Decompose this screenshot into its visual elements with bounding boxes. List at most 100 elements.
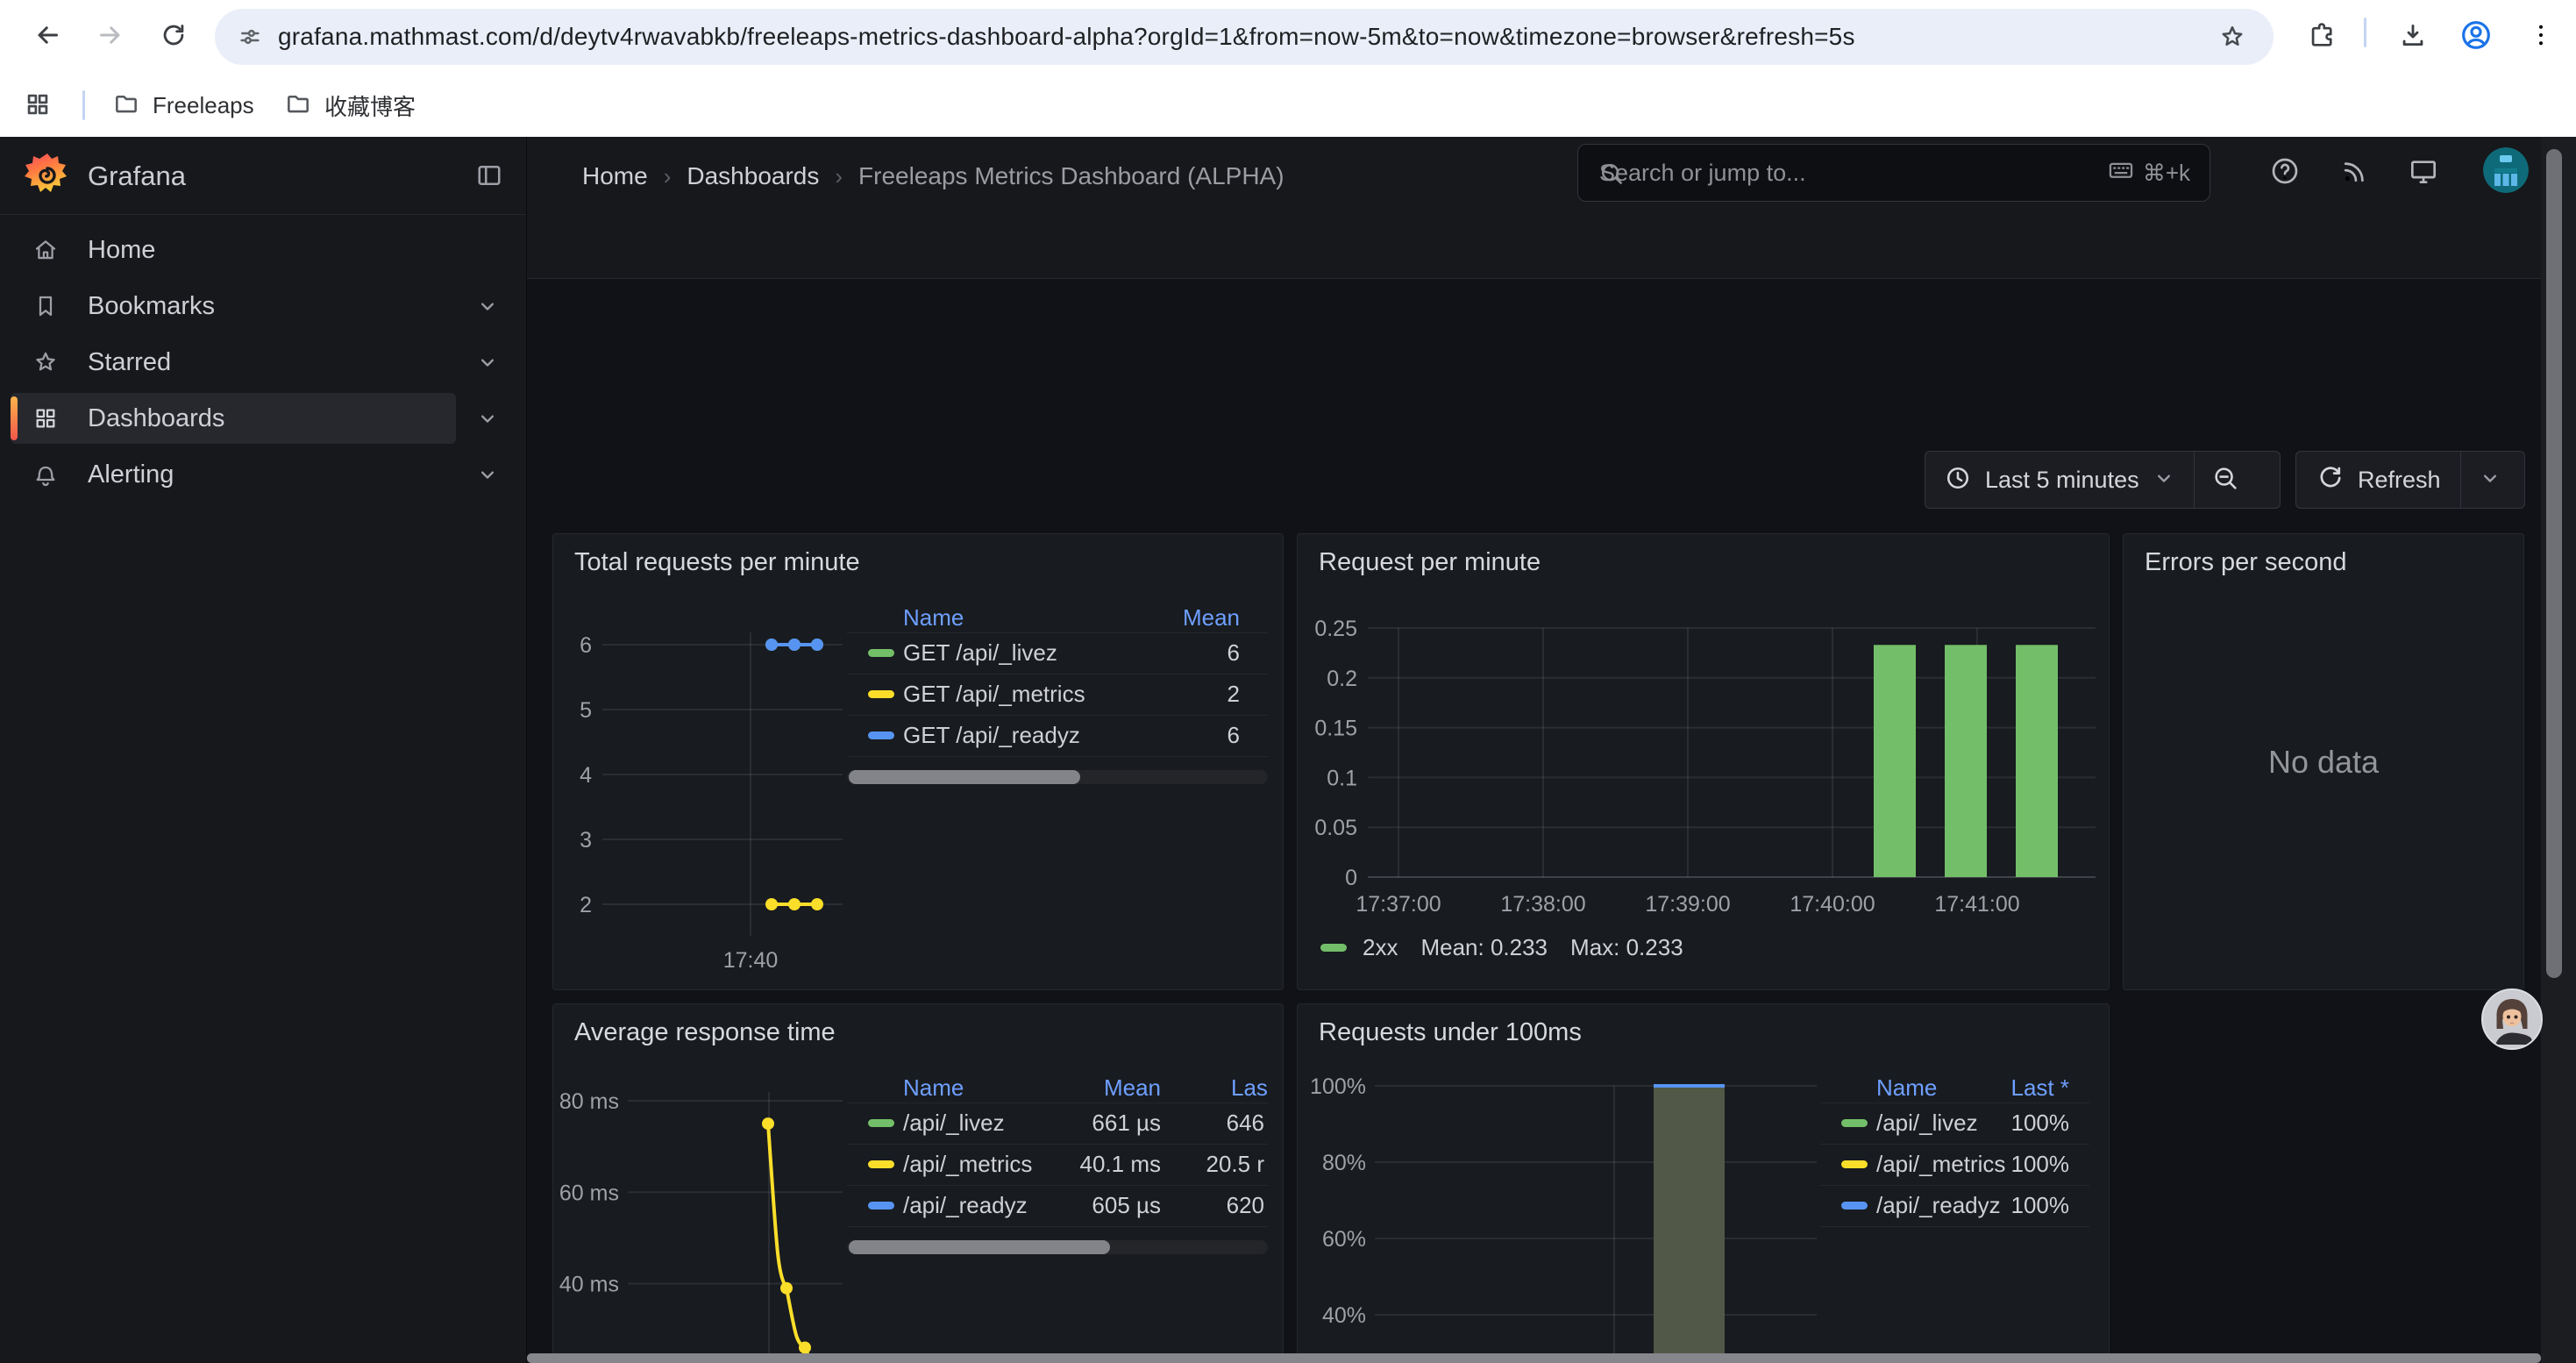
legend-col-header[interactable]: Last * <box>2011 1074 2070 1102</box>
legend-scrollbar-thumb[interactable] <box>849 770 1080 784</box>
legend-series-swatch[interactable] <box>868 1202 894 1210</box>
profile-icon <box>2459 18 2494 57</box>
vertical-scrollbar-thumb[interactable] <box>2546 149 2562 978</box>
bar-under-100ms[interactable] <box>1654 1086 1725 1363</box>
browser-menu-button[interactable] <box>2518 14 2564 60</box>
back-button[interactable] <box>25 14 70 60</box>
legend-series-swatch[interactable] <box>868 1160 894 1168</box>
legend-series-swatch[interactable] <box>868 690 894 698</box>
legend-series-name[interactable]: GET /api/_livez <box>903 639 1057 667</box>
svg-text:17:40: 17:40 <box>723 948 779 973</box>
breadcrumb-separator: › <box>664 163 672 190</box>
legend-series-name[interactable]: 2xx <box>1363 934 1398 961</box>
legend-series-swatch <box>1320 944 1347 952</box>
legend-series-name[interactable]: /api/_livez <box>1876 1110 1978 1137</box>
help-button[interactable] <box>2265 153 2305 193</box>
svg-text:80 ms: 80 ms <box>559 1089 619 1114</box>
refresh-interval-button[interactable] <box>2461 452 2519 508</box>
legend-series-swatch[interactable] <box>868 649 894 657</box>
svg-text:17:39:00: 17:39:00 <box>1645 892 1730 917</box>
zoom-out-button[interactable] <box>2195 452 2256 508</box>
kiosk-button[interactable] <box>2403 153 2444 193</box>
sidebar: Grafana HomeBookmarksStarredDashboardsAl… <box>0 137 527 1363</box>
legend-scrollbar-thumb[interactable] <box>849 1240 1110 1254</box>
legend-series-value: 2 <box>1228 681 1240 708</box>
legend-series-name[interactable]: /api/_metrics <box>1876 1151 2005 1178</box>
series-2[interactable] <box>765 639 823 651</box>
legend-series-name[interactable]: /api/_livez <box>903 1110 1005 1137</box>
sidebar-item-home[interactable]: Home <box>0 225 526 275</box>
svg-text:40 ms: 40 ms <box>559 1273 619 1297</box>
svg-text:0.1: 0.1 <box>1327 766 1357 790</box>
bookmark-star-icon[interactable] <box>2217 22 2247 56</box>
panel-errors-per-second: Errors per second No data <box>2123 533 2524 990</box>
news-button[interactable] <box>2335 153 2375 193</box>
help-icon <box>2268 154 2302 192</box>
legend-series-swatch[interactable] <box>1841 1160 1868 1168</box>
legend-stat: Mean: 0.233 <box>1420 934 1548 961</box>
bar-series-2xx[interactable] <box>1874 645 2058 877</box>
legend-series-name[interactable]: /api/_readyz <box>1876 1192 2001 1219</box>
legend-series-name[interactable]: GET /api/_readyz <box>903 722 1080 749</box>
apps-icon <box>32 404 60 437</box>
legend-series-swatch[interactable] <box>1841 1202 1868 1210</box>
svg-text:0.25: 0.25 <box>1314 617 1357 641</box>
grafana-logo[interactable] <box>25 152 70 202</box>
legend-series-swatch[interactable] <box>1841 1119 1868 1127</box>
legend-series-swatch[interactable] <box>868 1119 894 1127</box>
chevron-down-icon <box>475 350 500 379</box>
profile-button[interactable] <box>2453 14 2499 60</box>
legend-col-header[interactable]: Mean <box>1104 1074 1161 1102</box>
toolbar-divider <box>2364 18 2366 47</box>
site-settings-icon[interactable] <box>236 23 264 55</box>
bookmark-folder-freeleaps[interactable]: Freeleaps <box>98 84 268 126</box>
sidebar-item-alerting[interactable]: Alerting <box>0 449 526 500</box>
legend-stat: Max: 0.233 <box>1570 934 1683 961</box>
legend-col-header[interactable]: Name <box>1876 1074 1937 1102</box>
svg-text:17:40:00: 17:40:00 <box>1790 892 1875 917</box>
search-input[interactable]: Search or jump to... ⌘+k <box>1577 144 2210 202</box>
downloads-button[interactable] <box>2390 14 2436 60</box>
reload-button[interactable] <box>151 14 196 60</box>
url-bar[interactable]: grafana.mathmast.com/d/deytv4rwavabkb/fr… <box>215 9 2274 65</box>
sidebar-item-bookmarks[interactable]: Bookmarks <box>0 281 526 332</box>
horizontal-scrollbar-thumb[interactable] <box>527 1353 2541 1363</box>
bookmark-label: 收藏博客 <box>324 89 416 122</box>
forward-button[interactable] <box>88 14 133 60</box>
breadcrumb-item[interactable]: Dashboards <box>687 162 819 190</box>
legend-series-name[interactable]: /api/_readyz <box>903 1192 1028 1219</box>
user-avatar[interactable] <box>2483 147 2529 193</box>
legend-series-name[interactable]: /api/_metrics <box>903 1151 1032 1178</box>
svg-text:0.2: 0.2 <box>1327 667 1357 691</box>
refresh-button[interactable]: Refresh <box>2296 452 2460 508</box>
legend-divider <box>847 632 1268 633</box>
breadcrumb-item[interactable]: Home <box>582 162 648 190</box>
refresh-icon <box>2316 463 2345 497</box>
extensions-button[interactable] <box>2299 14 2345 60</box>
legend-col-header[interactable]: Name <box>903 1074 964 1102</box>
legend-series-swatch[interactable] <box>868 731 894 739</box>
chevron-down-icon <box>475 294 500 323</box>
star-icon <box>32 348 60 381</box>
svg-text:60 ms: 60 ms <box>559 1181 619 1205</box>
sidebar-toggle-icon[interactable] <box>473 160 505 196</box>
legend-series-name[interactable]: GET /api/_metrics <box>903 681 1085 708</box>
legend-request-per-minute[interactable]: 2xx Mean: 0.233 Max: 0.233 <box>1320 934 1683 961</box>
legend-col-header[interactable]: Las <box>1231 1074 1268 1102</box>
sidebar-item-starred[interactable]: Starred <box>0 337 526 388</box>
floating-assistant-avatar[interactable] <box>2481 988 2543 1050</box>
search-placeholder: Search or jump to... <box>1599 160 2106 187</box>
time-range-button[interactable]: Last 5 minutes <box>1925 452 2194 508</box>
legend-col-header[interactable]: Mean <box>1183 604 1240 632</box>
legend-col-header[interactable]: Name <box>903 604 964 632</box>
series-1[interactable] <box>765 898 823 910</box>
url-text[interactable]: grafana.mathmast.com/d/deytv4rwavabkb/fr… <box>278 23 2274 51</box>
dashboard-canvas: Last 5 minutes Refresh Total requests pe… <box>527 279 2541 1363</box>
sidebar-item-dashboards[interactable]: Dashboards <box>0 393 526 444</box>
bookmark-folder-blog[interactable]: 收藏博客 <box>270 84 430 126</box>
time-range-picker: Last 5 minutes <box>1925 451 2281 509</box>
panel-requests-under-100ms: Requests under 100ms 100%80%60%40%20%0%1… <box>1297 1003 2110 1363</box>
series-metrics[interactable] <box>762 1117 829 1363</box>
bookmark-label: Freeleaps <box>153 92 254 119</box>
apps-grid-icon[interactable] <box>23 89 53 124</box>
